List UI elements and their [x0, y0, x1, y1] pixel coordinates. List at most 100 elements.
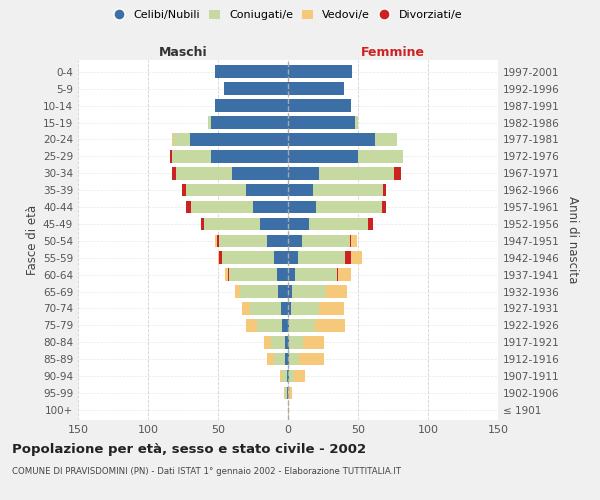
- Text: Popolazione per età, sesso e stato civile - 2002: Popolazione per età, sesso e stato civil…: [12, 442, 366, 456]
- Bar: [288, 66, 352, 78]
- Bar: [288, 302, 291, 315]
- Bar: [288, 184, 313, 196]
- Bar: [211, 150, 288, 162]
- Bar: [287, 370, 288, 382]
- Text: Maschi: Maschi: [158, 46, 208, 59]
- Bar: [274, 353, 285, 366]
- Bar: [288, 268, 295, 281]
- Bar: [394, 167, 401, 179]
- Bar: [215, 66, 288, 78]
- Bar: [284, 386, 285, 400]
- Bar: [176, 167, 232, 179]
- Bar: [288, 100, 351, 112]
- Bar: [289, 336, 304, 348]
- Bar: [285, 386, 287, 400]
- Bar: [309, 218, 368, 230]
- Bar: [288, 404, 289, 416]
- Bar: [302, 234, 350, 247]
- Bar: [288, 218, 309, 230]
- Bar: [204, 218, 260, 230]
- Bar: [288, 386, 289, 400]
- Bar: [241, 285, 278, 298]
- Bar: [222, 252, 274, 264]
- Bar: [288, 116, 355, 129]
- Bar: [289, 370, 293, 382]
- Bar: [280, 370, 283, 382]
- Bar: [355, 116, 358, 129]
- Bar: [375, 133, 397, 146]
- Bar: [211, 116, 288, 129]
- Bar: [267, 234, 288, 247]
- Bar: [186, 200, 191, 213]
- Bar: [224, 82, 288, 95]
- Bar: [337, 268, 338, 281]
- Bar: [172, 150, 211, 162]
- Bar: [288, 167, 319, 179]
- Bar: [285, 353, 288, 366]
- Bar: [271, 336, 285, 348]
- Legend: Celibi/Nubili, Coniugati/e, Vedovi/e, Divorziati/e: Celibi/Nubili, Coniugati/e, Vedovi/e, Di…: [110, 6, 466, 24]
- Bar: [346, 252, 351, 264]
- Bar: [274, 252, 288, 264]
- Bar: [316, 200, 382, 213]
- Bar: [229, 268, 277, 281]
- Bar: [208, 116, 211, 129]
- Bar: [260, 218, 288, 230]
- Bar: [288, 319, 289, 332]
- Bar: [319, 167, 394, 179]
- Bar: [288, 82, 344, 95]
- Bar: [291, 302, 319, 315]
- Bar: [288, 370, 289, 382]
- Bar: [288, 252, 298, 264]
- Bar: [215, 234, 217, 247]
- Bar: [295, 268, 337, 281]
- Bar: [351, 234, 356, 247]
- Bar: [283, 370, 287, 382]
- Bar: [288, 133, 375, 146]
- Bar: [293, 370, 305, 382]
- Bar: [277, 268, 288, 281]
- Bar: [191, 200, 253, 213]
- Bar: [304, 336, 325, 348]
- Bar: [250, 302, 281, 315]
- Bar: [351, 252, 362, 264]
- Bar: [283, 319, 288, 332]
- Bar: [289, 353, 299, 366]
- Bar: [170, 150, 172, 162]
- Bar: [288, 285, 292, 298]
- Text: Femmine: Femmine: [361, 46, 425, 59]
- Bar: [186, 184, 246, 196]
- Bar: [217, 234, 220, 247]
- Bar: [278, 285, 288, 298]
- Bar: [220, 252, 222, 264]
- Bar: [172, 133, 173, 146]
- Bar: [228, 268, 229, 281]
- Bar: [338, 268, 351, 281]
- Bar: [289, 319, 314, 332]
- Text: COMUNE DI PRAVISDOMINI (PN) - Dati ISTAT 1° gennaio 2002 - Elaborazione TUTTITAL: COMUNE DI PRAVISDOMINI (PN) - Dati ISTAT…: [12, 468, 401, 476]
- Bar: [288, 150, 358, 162]
- Bar: [288, 234, 302, 247]
- Bar: [326, 285, 347, 298]
- Bar: [289, 386, 292, 400]
- Bar: [313, 184, 383, 196]
- Bar: [292, 285, 326, 298]
- Bar: [298, 252, 346, 264]
- Bar: [242, 302, 250, 315]
- Bar: [383, 184, 386, 196]
- Bar: [215, 100, 288, 112]
- Bar: [264, 336, 271, 348]
- Bar: [182, 184, 186, 196]
- Bar: [253, 200, 288, 213]
- Bar: [201, 218, 204, 230]
- Bar: [358, 150, 403, 162]
- Bar: [368, 218, 373, 230]
- Bar: [218, 252, 220, 264]
- Y-axis label: Anni di nascita: Anni di nascita: [566, 196, 579, 284]
- Bar: [382, 200, 386, 213]
- Bar: [173, 133, 190, 146]
- Bar: [246, 184, 288, 196]
- Bar: [299, 353, 325, 366]
- Bar: [288, 353, 289, 366]
- Bar: [190, 133, 288, 146]
